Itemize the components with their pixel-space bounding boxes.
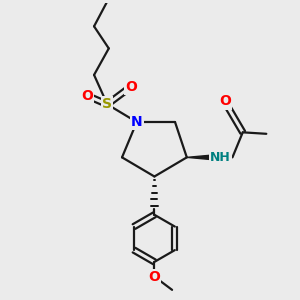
Text: N: N	[131, 115, 142, 129]
Text: O: O	[125, 80, 137, 94]
Text: NH: NH	[210, 151, 231, 164]
Text: O: O	[148, 270, 160, 283]
Text: O: O	[219, 94, 231, 108]
Text: O: O	[81, 88, 93, 103]
Text: S: S	[102, 98, 112, 111]
Polygon shape	[187, 154, 219, 160]
